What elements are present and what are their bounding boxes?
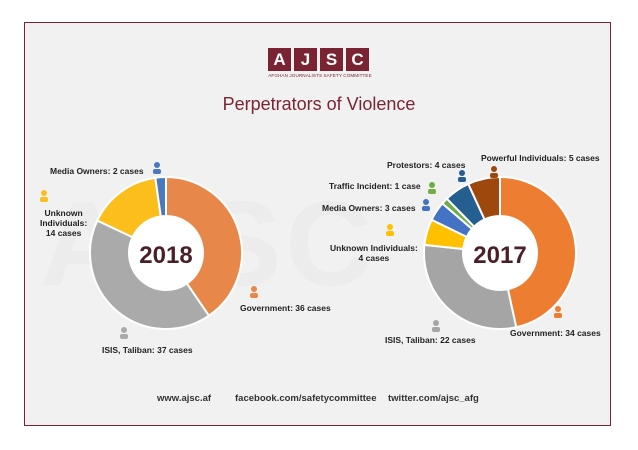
donut-hole-2017 bbox=[463, 216, 537, 290]
traffic-incident-icon-2017-body bbox=[428, 189, 436, 194]
footer-website[interactable]: www.ajsc.af bbox=[157, 393, 212, 404]
label-2018-government: Government: 36 cases bbox=[240, 303, 331, 313]
isis-taliban-icon-2018-body bbox=[120, 334, 128, 339]
label-2017-unknown: Unknown Individuals: 4 cases bbox=[330, 243, 418, 263]
protestor-icon-2017-body bbox=[458, 177, 466, 182]
footer-facebook[interactable]: facebook.com/safetycommittee bbox=[235, 393, 377, 404]
label-2018-unknown-line2: Individuals: bbox=[40, 218, 88, 228]
label-2017-isis-taliban: ISIS, Taliban: 22 cases bbox=[385, 335, 476, 345]
isis-taliban-icon-2018 bbox=[121, 327, 127, 333]
label-2018-unknown-line3: 14 cases bbox=[45, 228, 82, 238]
ajsc-logo: A J S C AFGHAN JOURNALISTS SAFETY COMMIT… bbox=[268, 48, 372, 80]
powerful-individual-icon-2017-body bbox=[490, 173, 498, 178]
label-2017-unknown-line2: 4 cases bbox=[358, 253, 390, 263]
powerful-individual-icon-2017 bbox=[491, 166, 497, 172]
unknown-person-icon-2018 bbox=[41, 190, 47, 196]
government-icon-2017-body bbox=[554, 313, 562, 318]
label-2017-media-owners: Media Owners: 3 cases bbox=[322, 203, 416, 213]
label-2017-traffic: Traffic Incident: 1 case bbox=[329, 181, 421, 191]
protestor-icon-2017 bbox=[459, 170, 465, 176]
government-icon-2018-body bbox=[250, 293, 258, 298]
media-owner-icon-2018-body bbox=[153, 169, 161, 174]
unknown-person-icon-2017 bbox=[387, 224, 393, 230]
media-owner-icon-2017 bbox=[423, 199, 429, 205]
year-label-2017: 2017 bbox=[473, 242, 526, 269]
unknown-person-icon-2018-body bbox=[40, 197, 48, 202]
logo-letter-c: C bbox=[346, 48, 369, 71]
media-owner-icon-2018 bbox=[154, 162, 160, 168]
year-label-2018: 2018 bbox=[139, 242, 192, 269]
logo-letter-s: S bbox=[320, 48, 343, 71]
page-title: Perpetrators of Violence bbox=[222, 94, 416, 114]
unknown-person-icon-2017-body bbox=[386, 231, 394, 236]
donut-hole-2018 bbox=[129, 216, 203, 290]
logo-letter-a: A bbox=[268, 48, 291, 71]
media-owner-icon-2017-body bbox=[422, 206, 430, 211]
isis-taliban-icon-2017-body bbox=[432, 327, 440, 332]
label-2018-unknown-line1: Unknown bbox=[44, 208, 83, 218]
label-2017-unknown-line1: Unknown Individuals: bbox=[330, 243, 418, 253]
traffic-incident-icon-2017 bbox=[429, 182, 435, 188]
label-2018-isis-taliban: ISIS, Taliban: 37 cases bbox=[102, 345, 193, 355]
logo-letter-j: J bbox=[294, 48, 317, 71]
label-2017-protestors: Protestors: 4 cases bbox=[387, 160, 466, 170]
label-2017-government: Government: 34 cases bbox=[510, 328, 601, 338]
label-2018-media-owners: Media Owners: 2 cases bbox=[50, 166, 144, 176]
footer-twitter[interactable]: twitter.com/ajsc_afg bbox=[388, 393, 479, 404]
government-icon-2018 bbox=[251, 286, 257, 292]
label-2018-unknown: Unknown Individuals: 14 cases bbox=[40, 208, 87, 238]
isis-taliban-icon-2017 bbox=[433, 320, 439, 326]
government-icon-2017 bbox=[555, 306, 561, 312]
label-2017-powerful: Powerful Individuals: 5 cases bbox=[481, 153, 600, 163]
logo-tagline: AFGHAN JOURNALISTS SAFETY COMMITTEE bbox=[268, 73, 372, 78]
